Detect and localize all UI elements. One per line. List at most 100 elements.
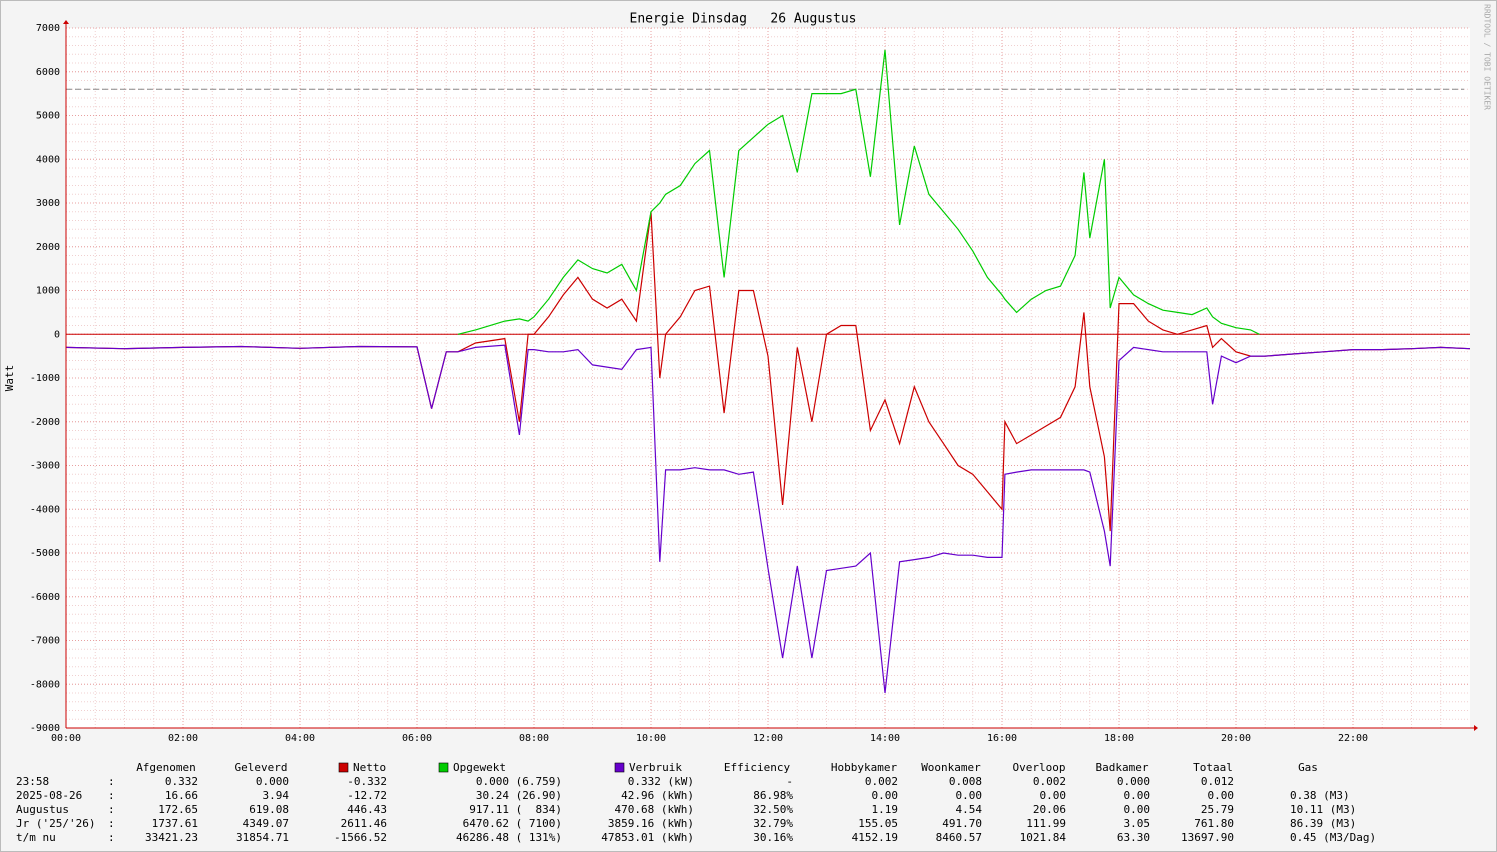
- table-cell: 0.45 (M3/Dag): [1290, 831, 1376, 844]
- column-header: Geleverd: [235, 761, 288, 774]
- row-label: Augustus: [16, 803, 69, 816]
- table-cell: 1021.84: [1020, 831, 1067, 844]
- series-line: [65, 344, 1471, 694]
- table-cell: 0.002: [865, 775, 898, 788]
- x-tick-label: 20:00: [1221, 733, 1251, 744]
- table-cell: :: [108, 775, 115, 788]
- table-cell: 31854.71: [236, 831, 289, 844]
- grid: [65, 27, 1470, 729]
- column-header: Efficiency: [724, 761, 791, 774]
- table-cell: 4.54: [956, 803, 983, 816]
- table-cell: 0.000: [1117, 775, 1150, 788]
- y-tick-label: 0: [54, 329, 60, 340]
- y-tick-label: 2000: [36, 242, 60, 253]
- table-cell: 10.11 (M3): [1290, 803, 1356, 816]
- table-cell: 470.68 (kWh): [615, 803, 694, 816]
- y-tick-label: 6000: [36, 67, 60, 78]
- legend-swatch: [438, 762, 449, 773]
- watermark: RRDTOOL / TOBI OETIKER: [1483, 4, 1492, 110]
- table-cell: 0.00: [1124, 789, 1151, 802]
- x-tick-label: 02:00: [168, 733, 198, 744]
- table-cell: 155.05: [858, 817, 898, 830]
- table-cell: -12.72: [347, 789, 387, 802]
- marks: [65, 49, 1471, 694]
- column-header: Hobbykamer: [831, 761, 898, 774]
- table-cell: 0.00: [1124, 803, 1151, 816]
- table-cell: :: [108, 789, 115, 802]
- table-cell: 0.000: [256, 775, 289, 788]
- legend-swatch: [338, 762, 349, 773]
- table-cell: 0.38 (M3): [1290, 789, 1350, 802]
- x-tick-label: 10:00: [636, 733, 666, 744]
- row-label: Jr ('25/'26): [16, 817, 95, 830]
- table-cell: 761.80: [1194, 817, 1234, 830]
- legend-swatch: [614, 762, 625, 773]
- x-tick-label: 16:00: [987, 733, 1017, 744]
- y-tick-label: -1000: [30, 373, 60, 384]
- table-cell: 0.000 (6.759): [476, 775, 562, 788]
- table-cell: 3.94: [263, 789, 290, 802]
- column-header: Gas: [1298, 761, 1318, 774]
- table-cell: 13697.90: [1181, 831, 1234, 844]
- x-tick-label: 04:00: [285, 733, 315, 744]
- table-cell: -: [786, 775, 793, 788]
- column-header: Totaal: [1193, 761, 1233, 774]
- y-tick-label: -9000: [30, 723, 60, 734]
- table-cell: 619.08: [249, 803, 289, 816]
- legend-label: Verbruik: [629, 761, 682, 774]
- table-cell: 0.00: [872, 789, 899, 802]
- x-arrow: [1474, 725, 1478, 731]
- y-axis-label: Watt: [3, 365, 16, 392]
- table-cell: 446.43: [347, 803, 387, 816]
- table-cell: 0.332: [165, 775, 198, 788]
- y-tick-label: -2000: [30, 417, 60, 428]
- table-cell: 46286.48 ( 131%): [456, 831, 562, 844]
- table-cell: :: [108, 831, 115, 844]
- x-tick-label: 14:00: [870, 733, 900, 744]
- x-tick-label: 00:00: [51, 733, 81, 744]
- table-cell: 4152.19: [852, 831, 898, 844]
- table-cell: 6470.62 ( 7100): [463, 817, 562, 830]
- table-cell: :: [108, 817, 115, 830]
- x-tick-label: 06:00: [402, 733, 432, 744]
- table-cell: 8460.57: [936, 831, 982, 844]
- legend-label: Opgewekt: [453, 761, 506, 774]
- x-tick-label: 18:00: [1104, 733, 1134, 744]
- y-tick-label: -6000: [30, 592, 60, 603]
- table-cell: 491.70: [942, 817, 982, 830]
- y-tick-label: 3000: [36, 198, 60, 209]
- table-cell: 1.19: [872, 803, 899, 816]
- table-cell: 16.66: [165, 789, 198, 802]
- table-cell: 917.11 ( 834): [469, 803, 562, 816]
- table-cell: 86.39 (M3): [1290, 817, 1356, 830]
- table-cell: 0.00: [1208, 789, 1235, 802]
- y-tick-label: 5000: [36, 111, 60, 122]
- table-cell: 0.332 (kW): [628, 775, 694, 788]
- column-header: Woonkamer: [921, 761, 981, 774]
- table-cell: -0.332: [347, 775, 387, 788]
- table-cell: 63.30: [1117, 831, 1150, 844]
- table-cell: 30.24 (26.90): [476, 789, 562, 802]
- table-cell: 32.79%: [753, 817, 793, 830]
- series-line: [457, 49, 1260, 335]
- table-cell: 32.50%: [753, 803, 793, 816]
- column-header: Overloop: [1013, 761, 1066, 774]
- row-label: t/m nu: [16, 831, 56, 844]
- y-tick-label: 1000: [36, 286, 60, 297]
- table-cell: 0.002: [1033, 775, 1066, 788]
- column-header: Afgenomen: [136, 761, 196, 774]
- table-cell: :: [108, 803, 115, 816]
- column-header: Badkamer: [1096, 761, 1149, 774]
- table-cell: 0.012: [1201, 775, 1234, 788]
- table-cell: 3.05: [1124, 817, 1151, 830]
- table-cell: 3859.16 (kWh): [608, 817, 694, 830]
- y-tick-label: -4000: [30, 504, 60, 515]
- y-tick-label: 4000: [36, 154, 60, 165]
- x-tick-label: 08:00: [519, 733, 549, 744]
- x-tick-label: 22:00: [1338, 733, 1368, 744]
- x-tick-label: 12:00: [753, 733, 783, 744]
- table-cell: 42.96 (kWh): [621, 789, 694, 802]
- table-cell: 47853.01 (kWh): [601, 831, 694, 844]
- y-tick-label: -8000: [30, 679, 60, 690]
- y-tick-label: -7000: [30, 636, 60, 647]
